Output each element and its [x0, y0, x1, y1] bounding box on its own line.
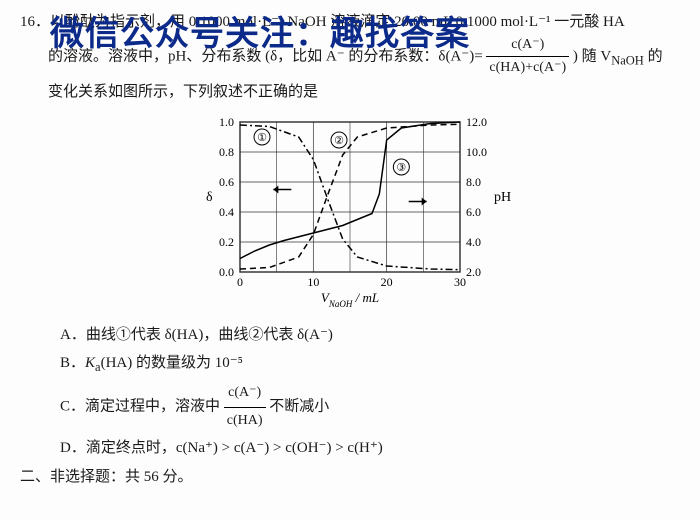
q-line2-c: 的 — [644, 48, 663, 64]
svg-text:VNaOH / mL: VNaOH / mL — [321, 290, 379, 308]
option-d: D．滴定终点时，c(Na⁺) > c(A⁻) > c(OH⁻) > c(H⁺) — [60, 434, 680, 463]
section-footer: 二、非选择题：共 56 分。 — [20, 465, 680, 486]
question-number: 16． — [20, 10, 50, 34]
opt-c-frac: c(A⁻) c(HA) — [224, 380, 266, 434]
svg-text:③: ③ — [396, 162, 406, 174]
svg-text:0.2: 0.2 — [219, 235, 234, 249]
svg-text:2.0: 2.0 — [466, 265, 481, 279]
svg-text:①: ① — [257, 132, 267, 144]
svg-text:8.0: 8.0 — [466, 175, 481, 189]
svg-text:12.0: 12.0 — [466, 115, 487, 129]
svg-text:0.4: 0.4 — [219, 205, 234, 219]
option-b: B．Ka(HA) 的数量级为 10⁻⁵ — [60, 349, 680, 380]
chart-container: 0.0 0.2 0.4 0.6 0.8 1.0 2.0 4.0 6.0 8.0 10.0 12.0 0 1… — [20, 108, 680, 313]
opt-b-rest: (HA) 的数量级为 10⁻⁵ — [101, 355, 243, 371]
svg-text:30: 30 — [454, 275, 466, 289]
option-a: A．曲线①代表 δ(HA)，曲线②代表 δ(A⁻) — [60, 321, 680, 350]
svg-text:0.6: 0.6 — [219, 175, 234, 189]
opt-c-n: c(A⁻) — [224, 380, 266, 408]
svg-text:0: 0 — [237, 275, 243, 289]
svg-text:②: ② — [334, 135, 344, 147]
opt-b-k: K — [85, 355, 95, 371]
fraction-delta: c(A⁻) c(HA)+c(A⁻) — [486, 34, 569, 80]
svg-text:1.0: 1.0 — [219, 115, 234, 129]
watermark-overlay: 微信公众号关注：趣找答案 — [50, 6, 470, 55]
question-line-3: 变化关系如图所示，下列叙述不正确的是 — [48, 80, 680, 104]
sub-naoh: NaOH — [611, 53, 644, 67]
opt-c-a: 滴定过程中，溶液中 — [85, 399, 224, 415]
option-a-text: 曲线①代表 δ(HA)，曲线②代表 δ(A⁻) — [86, 327, 333, 343]
svg-text:20: 20 — [381, 275, 393, 289]
svg-text:δ: δ — [206, 190, 213, 205]
frac-num: c(A⁻) — [486, 34, 569, 57]
option-c: C．滴定过程中，溶液中 c(A⁻) c(HA) 不断减小 — [60, 380, 680, 434]
option-d-text: 滴定终点时，c(Na⁺) > c(A⁻) > c(OH⁻) > c(H⁺) — [86, 440, 383, 456]
svg-text:10.0: 10.0 — [466, 145, 487, 159]
opt-c-b: 不断减小 — [269, 399, 329, 415]
svg-text:10: 10 — [307, 275, 319, 289]
svg-text:4.0: 4.0 — [466, 235, 481, 249]
titration-chart: 0.0 0.2 0.4 0.6 0.8 1.0 2.0 4.0 6.0 8.0 10.0 12.0 0 1… — [180, 108, 520, 308]
opt-c-d: c(HA) — [224, 408, 266, 435]
frac-den: c(HA)+c(A⁻) — [486, 57, 569, 79]
svg-text:pH: pH — [494, 190, 511, 205]
q-line2-b: ) 随 V — [573, 48, 611, 64]
options-list: A．曲线①代表 δ(HA)，曲线②代表 δ(A⁻) B．Ka(HA) 的数量级为… — [60, 321, 680, 463]
svg-text:0.8: 0.8 — [219, 145, 234, 159]
svg-text:0.0: 0.0 — [219, 265, 234, 279]
svg-text:6.0: 6.0 — [466, 205, 481, 219]
